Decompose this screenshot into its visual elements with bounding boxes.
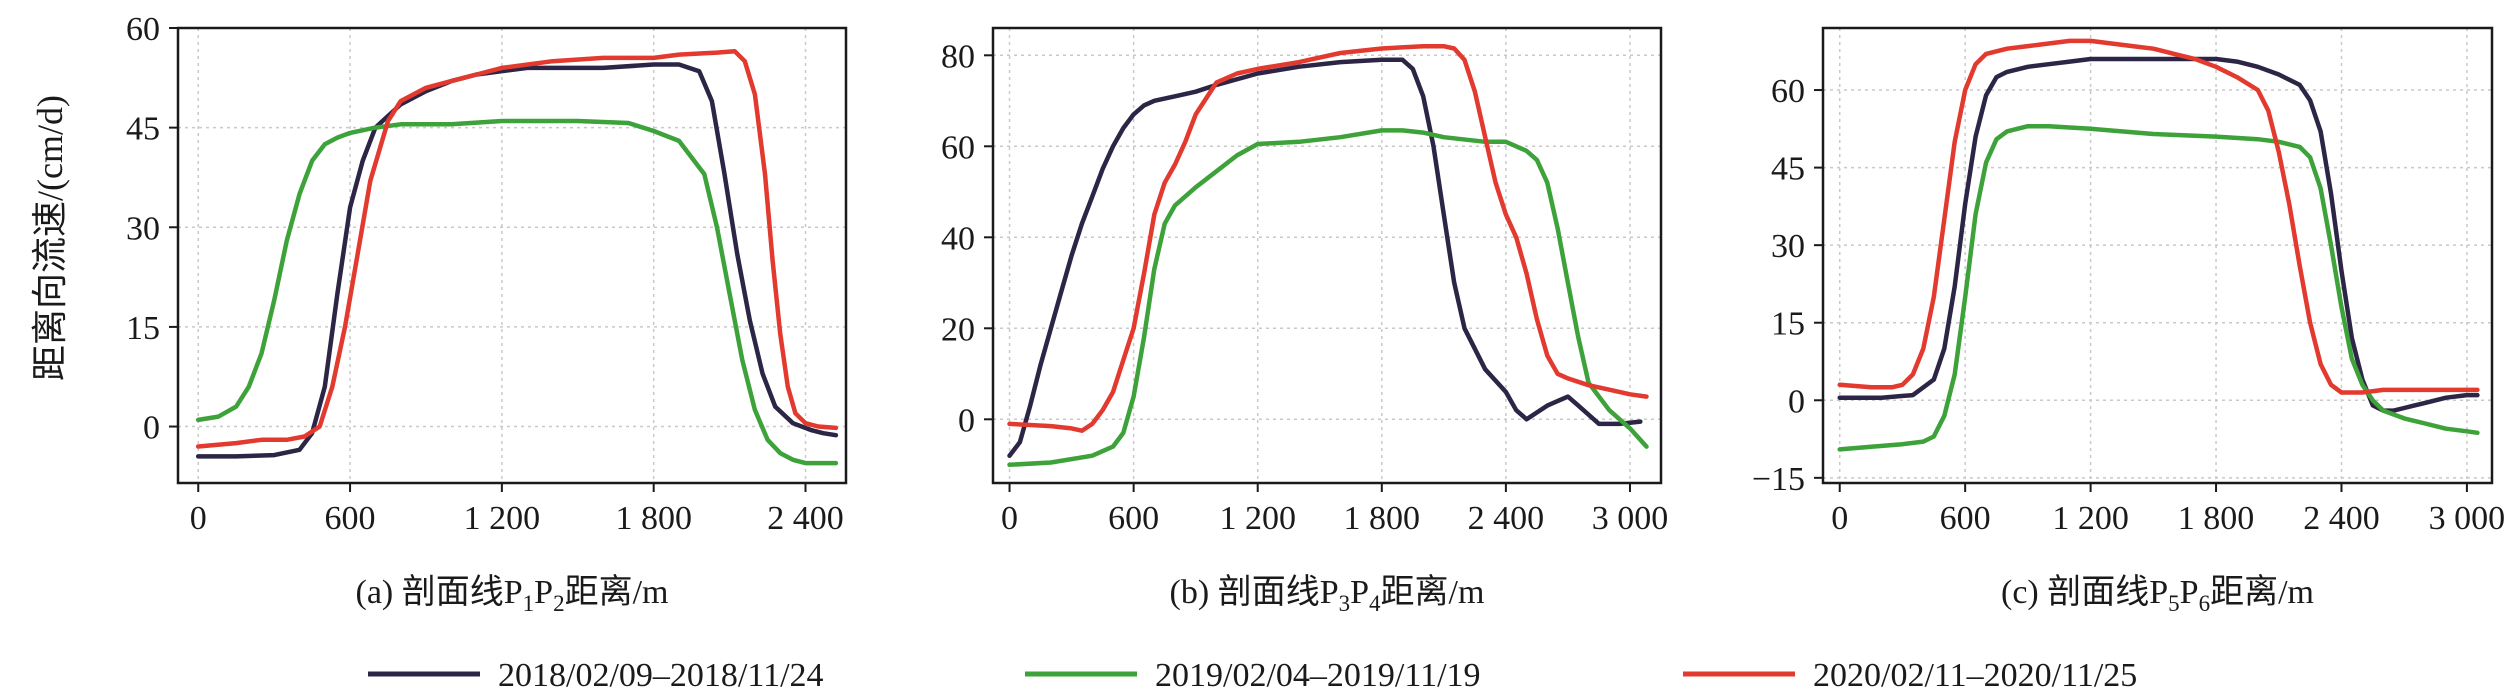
x-tick-label: 3 000	[2429, 500, 2506, 537]
y-tick-label: 20	[941, 311, 975, 348]
x-tick-label: 1 200	[464, 500, 541, 537]
x-tick-label: 0	[1831, 500, 1848, 537]
series-line-3	[195, 48, 839, 449]
panel-caption: (c) 剖面线P5P6距离/m	[2001, 573, 2314, 616]
x-tick-label: 2 400	[767, 500, 844, 537]
series-line-2	[1837, 123, 2480, 452]
y-tick-label: 0	[143, 410, 160, 447]
series-line-2	[195, 118, 839, 466]
legend-label: 2020/02/11–2020/11/25	[1813, 657, 2137, 694]
panel-caption: (b) 剖面线P3P4距离/m	[1170, 573, 1485, 616]
legend-item-2: 2019/02/04–2019/11/19	[1025, 657, 1481, 694]
series-line-1	[195, 62, 839, 459]
x-tick-label: 1 200	[1219, 500, 1296, 537]
x-tick-label: 1 200	[2052, 500, 2129, 537]
series-line-3	[1007, 43, 1649, 433]
plot-frame	[991, 26, 1663, 485]
gridlines	[178, 27, 846, 483]
panel-b: 0 600 1 200 1 800 2 400 3 000 0 20 40 60 80 (b) 剖面线…	[941, 26, 1669, 616]
panel-c: 0 600 1 200 1 800 2 400 3 000 −15 0 15 30 45 60 (c) …	[1752, 26, 2506, 616]
series-line-1	[1007, 57, 1643, 458]
gridlines	[1823, 28, 2492, 483]
y-tick-label: 0	[1788, 383, 1805, 420]
legend-item-1: 2018/02/09–2018/11/24	[368, 657, 824, 694]
panel-caption: (a) 剖面线P1P2距离/m	[356, 573, 669, 616]
gridlines	[993, 28, 1661, 483]
y-tick-label: 0	[958, 402, 975, 439]
y-tick-label: 60	[126, 11, 160, 48]
y-tick-label: 45	[126, 111, 160, 148]
x-tick-label: 0	[190, 500, 207, 537]
x-tick-label: 1 800	[615, 500, 692, 537]
plot-frame	[176, 26, 848, 485]
y-tick-label: 40	[941, 220, 975, 257]
plot-frame	[1821, 26, 2494, 485]
y-axis-label: 距离向流速/(cm/d)	[30, 95, 70, 381]
x-tick-label: 3 000	[1592, 500, 1669, 537]
y-tick-label: 60	[941, 129, 975, 166]
legend-label: 2019/02/04–2019/11/19	[1155, 657, 1481, 694]
legend-item-3: 2020/02/11–2020/11/25	[1683, 657, 2137, 694]
series-line-3	[1837, 38, 2480, 395]
y-tick-label: 15	[126, 310, 160, 347]
legend: 2018/02/09–2018/11/24 2019/02/04–2019/11/…	[368, 657, 2137, 694]
y-tick-label: 15	[1771, 306, 1805, 343]
x-tick-label: 0	[1001, 500, 1018, 537]
y-tick-label: 60	[1771, 73, 1805, 110]
x-tick-label: 600	[1108, 500, 1159, 537]
series-line-2	[1007, 128, 1649, 468]
y-tick-label: −15	[1752, 461, 1805, 498]
x-tick-label: 1 800	[1344, 500, 1421, 537]
y-tick-label: 45	[1771, 151, 1805, 188]
panel-a: 0 600 1 200 1 800 2 400 0 15 30 45 60 (a) 剖面线P1P2距…	[126, 11, 848, 616]
y-tick-label: 30	[126, 210, 160, 247]
y-tick-label: 80	[941, 38, 975, 75]
x-tick-label: 2 400	[2303, 500, 2380, 537]
legend-label: 2018/02/09–2018/11/24	[498, 657, 824, 694]
y-tick-label: 30	[1771, 228, 1805, 265]
x-tick-label: 600	[1940, 500, 1991, 537]
x-tick-label: 1 800	[2178, 500, 2255, 537]
series-line-1	[1837, 56, 2480, 413]
x-tick-label: 600	[325, 500, 376, 537]
x-tick-label: 2 400	[1468, 500, 1545, 537]
